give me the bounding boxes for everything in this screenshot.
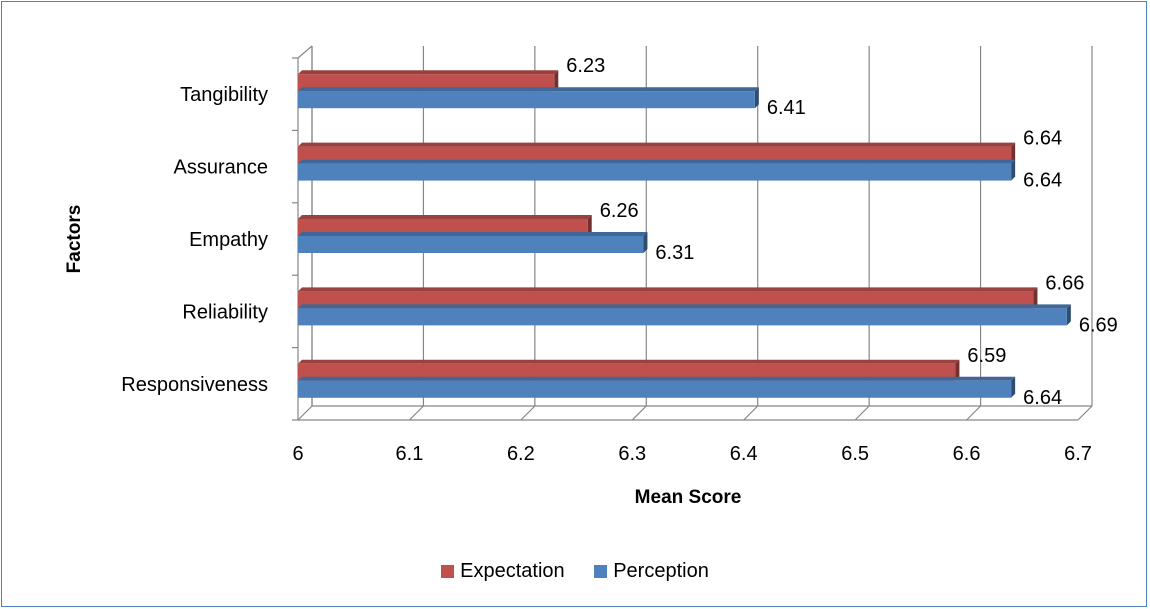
data-label: 6.23 <box>566 55 605 77</box>
category-label: Tangibility <box>180 84 268 106</box>
x-tick-label: 6.3 <box>618 443 646 465</box>
bar-side-face <box>643 232 648 253</box>
bar-front-face <box>298 219 588 236</box>
bar-top-face <box>298 232 648 236</box>
y-axis-title: Factors <box>64 205 85 274</box>
bar-top-face <box>298 142 1016 147</box>
floor-gridline <box>631 405 647 421</box>
bar-front-face <box>298 74 555 92</box>
legend-label-perception: Perception <box>613 560 709 582</box>
bar-top-face <box>298 287 1038 292</box>
x-tick-label: 6.5 <box>841 443 869 465</box>
x-tick-label: 6.2 <box>507 443 535 465</box>
bar-side-face <box>1066 304 1071 326</box>
x-tick-label: 6.4 <box>730 443 758 465</box>
bar-top-face <box>298 215 592 219</box>
bar-front-face <box>298 91 755 109</box>
bar-front-face <box>298 236 644 253</box>
legend-swatch-expectation <box>441 565 455 578</box>
bar-front-face <box>298 146 1012 164</box>
bar-perception <box>298 304 1071 326</box>
bar-top-face <box>298 87 759 92</box>
bar-side-face <box>955 359 960 381</box>
legend-label-expectation: Expectation <box>460 560 565 582</box>
floor-gridline <box>1077 405 1093 421</box>
bar-expectation <box>298 287 1038 309</box>
data-label: 6.69 <box>1079 314 1118 336</box>
category-label: Reliability <box>182 301 268 323</box>
bar-top-face <box>298 70 559 75</box>
floor-gridline <box>297 405 313 421</box>
bar-perception <box>298 159 1016 181</box>
x-tick-label: 6 <box>292 443 303 465</box>
data-label: 6.31 <box>655 242 694 264</box>
bar-side-face <box>1011 376 1016 398</box>
floor-gridline <box>854 405 870 421</box>
x-axis-title: Mean Score <box>635 487 742 508</box>
bar-side-face <box>1033 287 1038 309</box>
bar-side-face <box>587 215 592 236</box>
bars <box>298 70 1071 398</box>
bar-top-face <box>298 159 1016 164</box>
bar-front-face <box>298 363 956 381</box>
tick-labels: 6 6.1 6.2 6.3 6.4 6.5 6.6 6.7 Responsiveness Reli… <box>121 84 1092 465</box>
x-tick-label: 6.1 <box>396 443 424 465</box>
category-label: Empathy <box>189 229 268 251</box>
legend-item-perception: Perception <box>594 560 709 583</box>
bar-expectation <box>298 359 960 381</box>
legend: Expectation Perception <box>0 560 1150 584</box>
bar-expectation <box>298 70 559 92</box>
bar-side-face <box>1011 159 1016 181</box>
floor-gridline <box>966 405 981 421</box>
data-label: 6.59 <box>967 345 1006 367</box>
floor-gridline <box>743 405 759 421</box>
x-tick-label: 6.6 <box>953 443 981 465</box>
x-tick-label: 6.7 <box>1064 443 1092 465</box>
floor-gridline <box>520 405 536 421</box>
legend-item-expectation: Expectation <box>441 560 565 583</box>
bar-top-face <box>298 359 960 364</box>
bar-side-face <box>554 70 559 92</box>
data-label: 6.41 <box>767 97 806 119</box>
category-label: Responsiveness <box>121 374 268 396</box>
data-label: 6.26 <box>600 200 639 222</box>
bar-top-face <box>298 304 1071 309</box>
legend-swatch-perception <box>594 565 608 578</box>
bar-perception <box>298 376 1016 398</box>
bar-front-face <box>298 308 1067 326</box>
bar-front-face <box>298 380 1012 398</box>
floor-gridline <box>409 405 424 421</box>
bar-side-face <box>1011 142 1016 164</box>
data-label: 6.64 <box>1023 128 1062 150</box>
data-label: 6.64 <box>1023 387 1062 409</box>
bar-perception <box>298 232 648 253</box>
data-label: 6.64 <box>1023 170 1062 192</box>
bar-expectation <box>298 215 592 236</box>
category-label: Assurance <box>174 157 269 179</box>
data-labels: 6.59 6.64 6.66 6.69 6.26 6.31 6.64 6.64 6.23 6.41 <box>566 55 1118 409</box>
bar-side-face <box>754 87 759 109</box>
bar-front-face <box>298 291 1034 309</box>
bar-perception <box>298 87 759 109</box>
bar-expectation <box>298 142 1016 164</box>
data-label: 6.66 <box>1045 272 1084 294</box>
bar-front-face <box>298 163 1012 181</box>
bar-top-face <box>298 376 1016 381</box>
